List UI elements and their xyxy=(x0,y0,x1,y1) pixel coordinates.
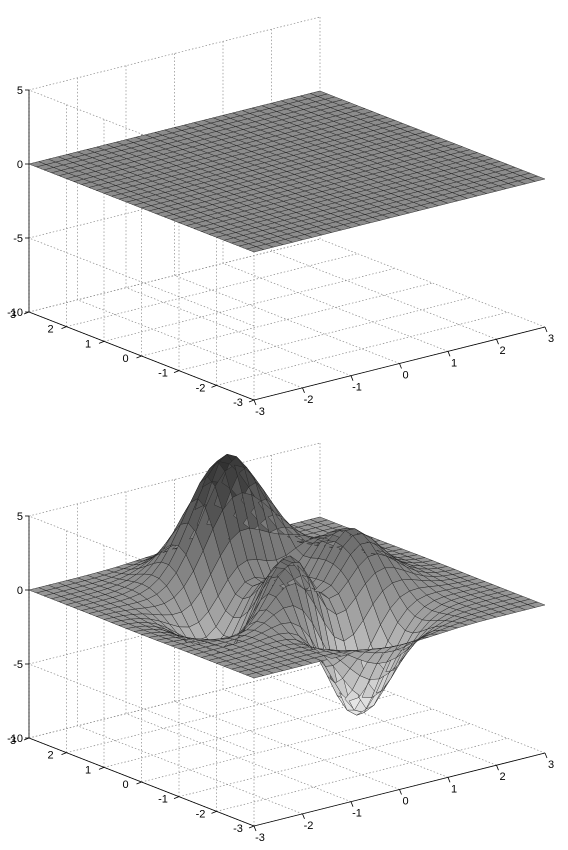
x-tick xyxy=(447,351,451,357)
y-tick-label: 1 xyxy=(85,338,91,350)
floor-gridline-y xyxy=(216,311,508,386)
y-tick-label: 3 xyxy=(10,309,16,321)
y-tick-label: -2 xyxy=(196,808,206,820)
x-tick xyxy=(253,825,257,832)
y-tick-label: 2 xyxy=(47,750,53,762)
x-tick-label: 0 xyxy=(402,370,408,382)
z-tick-label: -5 xyxy=(13,233,23,245)
wall-gridline xyxy=(28,238,321,313)
y-tick-label: 3 xyxy=(10,735,16,747)
y-tick xyxy=(173,796,180,800)
x-tick-label: -2 xyxy=(304,820,314,832)
z-tick-label: 0 xyxy=(17,159,23,171)
y-tick-label: -3 xyxy=(233,823,243,835)
z-tick-label: 5 xyxy=(17,85,23,97)
x-tick-label: -1 xyxy=(352,808,362,820)
y-tick-label: 0 xyxy=(122,353,128,365)
x-tick-label: 3 xyxy=(548,759,554,771)
y-tick-label: 2 xyxy=(47,324,53,336)
y-tick-label: -2 xyxy=(196,382,206,394)
y-tick xyxy=(211,384,217,388)
x-tick xyxy=(544,326,548,333)
x-tick xyxy=(350,801,354,807)
z-tick-label: 0 xyxy=(17,585,23,597)
z-tick-label: -10 xyxy=(7,733,23,745)
x-tick xyxy=(302,813,305,819)
surface-mesh xyxy=(28,453,546,716)
y-tick xyxy=(61,326,67,330)
x-tick-label: 1 xyxy=(451,783,457,795)
y-tick xyxy=(136,355,142,359)
x-tick-label: -2 xyxy=(304,394,314,406)
x-tick xyxy=(350,375,354,381)
axis-lines xyxy=(23,515,548,832)
y-tick xyxy=(136,781,142,785)
x-tick-label: 2 xyxy=(499,771,505,783)
y-tick-label: -3 xyxy=(233,397,243,409)
y-tick-label: 0 xyxy=(122,779,128,791)
x-tick-label: -3 xyxy=(255,832,265,844)
floor-gridline-y xyxy=(216,737,508,812)
x-tick-label: -3 xyxy=(255,406,265,418)
y-tick xyxy=(61,752,67,756)
x-tick xyxy=(253,399,257,406)
floor-gridline-y xyxy=(178,723,471,798)
x-tick-label: 1 xyxy=(451,357,457,369)
y-tick xyxy=(211,810,217,814)
floor-gridline-y xyxy=(66,679,358,754)
wall-gridline xyxy=(28,664,321,739)
y-tick xyxy=(248,399,255,403)
y-tick xyxy=(98,340,105,344)
floor-gridline-y xyxy=(178,297,471,372)
floor-gridline-y xyxy=(141,282,433,357)
x-tick xyxy=(496,765,499,771)
surface-mesh xyxy=(28,90,546,253)
y-tick xyxy=(173,370,180,374)
z-tick-label: -5 xyxy=(13,659,23,671)
floor-gridline-y xyxy=(103,267,396,342)
z-tick-label: 5 xyxy=(17,511,23,523)
x-tick-label: 0 xyxy=(402,796,408,808)
floor-gridline-y xyxy=(66,253,358,328)
x-tick xyxy=(302,387,305,393)
x-tick-label: -1 xyxy=(352,382,362,394)
surface-patch xyxy=(527,601,546,608)
x-tick xyxy=(399,363,402,369)
y-tick-label: 1 xyxy=(85,764,91,776)
x-tick xyxy=(544,752,548,759)
axis-lines xyxy=(23,89,548,406)
x-tick-label: 3 xyxy=(548,333,554,345)
y-tick-label: -1 xyxy=(158,794,168,806)
wall-gridline xyxy=(28,590,321,665)
y-tick-label: -1 xyxy=(158,368,168,380)
wall-gridline xyxy=(28,164,321,239)
wall-gridline xyxy=(28,16,321,91)
x-tick-label: 2 xyxy=(499,345,505,357)
y-tick xyxy=(248,825,255,829)
floor-gridline-x xyxy=(319,238,546,328)
y-tick xyxy=(98,766,105,770)
surface-patch xyxy=(527,175,546,182)
floor-gridline-y xyxy=(103,693,396,768)
floor-gridline-y xyxy=(141,708,433,783)
z-tick-label: -10 xyxy=(7,307,23,319)
x-tick xyxy=(447,777,451,783)
wall-gridline xyxy=(28,442,321,517)
x-tick xyxy=(496,339,499,345)
x-tick xyxy=(399,789,402,795)
